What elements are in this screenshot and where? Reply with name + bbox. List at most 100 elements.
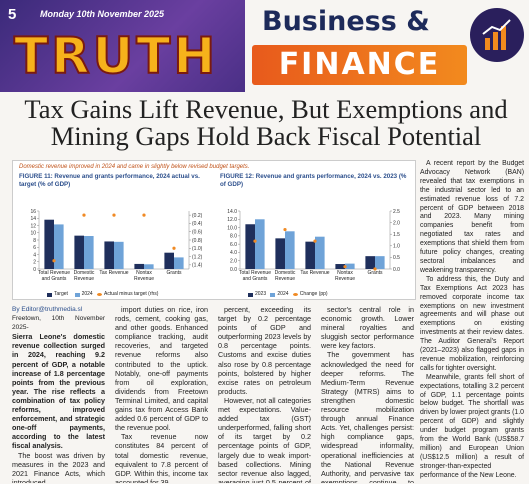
x-tick-label: Total Revenue and Grants bbox=[239, 270, 271, 282]
dot bbox=[373, 267, 377, 271]
y-tick-label: 2.0 bbox=[230, 259, 237, 265]
x-tick-label: Tax Revenue bbox=[99, 270, 129, 276]
y2-tick-label: (0.2) bbox=[192, 213, 203, 219]
bar bbox=[315, 236, 325, 269]
section-banner: FINANCE bbox=[252, 45, 467, 85]
paragraph: Meanwhile, grants fell short of expectat… bbox=[420, 373, 524, 479]
bar bbox=[255, 219, 265, 269]
y-tick-label: 12.0 bbox=[227, 217, 237, 223]
x-tick-label: Domestic Revenue bbox=[274, 270, 296, 282]
masthead-panel: 5 Monday 10th November 2025 TRUTH bbox=[0, 0, 245, 92]
dot bbox=[343, 265, 347, 269]
y-tick-label: 16 bbox=[30, 209, 36, 215]
chart: 0.0 2.0 4.0 6.0 8.0 10.0 12.0 14.0 0.0 0.5 1.0 1.5 2… bbox=[227, 209, 400, 273]
chart-panel: Domestic revenue improved in 2024 and ca… bbox=[12, 160, 416, 300]
text-column: A recent report by the Budget Advocacy N… bbox=[420, 160, 524, 483]
y2-tick-label: 0.5 bbox=[393, 255, 400, 261]
dot bbox=[313, 239, 317, 243]
y-tick-label: 2 bbox=[33, 260, 36, 266]
y-tick-label: 6 bbox=[33, 245, 36, 251]
text-column: percent, exceeding its target by 0.2 per… bbox=[218, 305, 311, 483]
date: Monday 10th November 2025 bbox=[40, 9, 165, 19]
page-number: 5 bbox=[8, 6, 17, 23]
bar bbox=[285, 231, 295, 269]
y-tick-label: 4 bbox=[33, 252, 36, 258]
paragraph: A recent report by the Budget Advocacy N… bbox=[420, 160, 524, 274]
y-tick-label: 10 bbox=[30, 231, 36, 237]
y2-tick-label: (1.2) bbox=[192, 254, 203, 260]
y2-tick-label: (0.8) bbox=[192, 238, 203, 244]
y2-tick-label: (1.0) bbox=[192, 246, 203, 252]
dot bbox=[52, 259, 56, 263]
paragraph: import duties on rice, iron rods, cement… bbox=[115, 305, 208, 433]
legend-label: 2023 bbox=[255, 291, 267, 297]
paragraph: Tax revenue now constitutes 84 percent o… bbox=[115, 432, 208, 483]
bar bbox=[144, 264, 154, 269]
paragraph: Freetown, 10th November 2025- bbox=[12, 315, 105, 332]
bar bbox=[345, 263, 355, 269]
paragraph: Sierra Leone's domestic revenue collecti… bbox=[12, 332, 105, 451]
figure: FIGURE 11: Revenue and grants performanc… bbox=[17, 173, 213, 299]
bar bbox=[104, 241, 114, 269]
legend-swatch bbox=[74, 293, 80, 297]
bar bbox=[164, 252, 174, 269]
text-column: import duties on rice, iron rods, cement… bbox=[115, 305, 208, 483]
legend-swatch bbox=[47, 293, 52, 297]
y-tick-label: 10.0 bbox=[227, 225, 237, 231]
bar bbox=[114, 241, 124, 269]
y-tick-label: 14 bbox=[30, 216, 36, 222]
figure: FIGURE 12: Revenue and grants performanc… bbox=[218, 173, 414, 299]
y-tick-label: 6.0 bbox=[230, 242, 237, 248]
y-tick-label: 0 bbox=[33, 267, 36, 273]
y2-tick-label: (0.6) bbox=[192, 230, 203, 236]
paragraph: To address this, the Duty and Tax Exempt… bbox=[420, 275, 524, 372]
y-tick-label: 0.0 bbox=[230, 267, 237, 273]
bar bbox=[74, 235, 84, 269]
bar bbox=[275, 238, 285, 269]
figure-title: FIGURE 11: Revenue and grants performanc… bbox=[19, 173, 200, 188]
x-tick-label: Nontax Revenue bbox=[334, 270, 355, 282]
text-column: sector's central role in economic growth… bbox=[321, 305, 414, 483]
x-tick-label: Nontax Revenue bbox=[133, 270, 154, 282]
bar bbox=[375, 256, 385, 269]
dot bbox=[82, 213, 86, 217]
legend-label: Change (pp) bbox=[299, 291, 328, 297]
section-title: FINANCE bbox=[278, 47, 441, 82]
dot bbox=[283, 227, 287, 232]
paragraph: By Editor@truthmedia.sl bbox=[12, 306, 83, 313]
chart-subtitle: Domestic revenue improved in 2024 and ca… bbox=[19, 164, 250, 170]
legend-swatch bbox=[270, 293, 276, 297]
bar bbox=[134, 263, 144, 269]
section-icon bbox=[470, 8, 524, 62]
dot bbox=[253, 239, 257, 243]
bar bbox=[335, 264, 345, 269]
x-tick-label: Grants bbox=[166, 270, 182, 276]
paragraph: However, not all categories met expectat… bbox=[218, 395, 311, 483]
paragraph: sector's central role in economic growth… bbox=[321, 305, 414, 351]
legend-label: Actual minus target (rhs) bbox=[104, 291, 159, 297]
paragraph: The boost was driven by measures in the … bbox=[12, 450, 105, 484]
y2-tick-label: (0.4) bbox=[192, 221, 203, 227]
legend-swatch bbox=[292, 293, 298, 296]
legend-swatch bbox=[97, 293, 102, 296]
paragraph: percent, exceeding its target by 0.2 per… bbox=[218, 305, 311, 396]
x-tick-label: Tax Revenue bbox=[300, 270, 330, 276]
y2-tick-label: 1.0 bbox=[393, 244, 400, 250]
legend-swatch bbox=[248, 293, 253, 297]
y-tick-label: 8.0 bbox=[230, 234, 237, 240]
dot bbox=[112, 213, 116, 217]
y2-tick-label: 0.0 bbox=[393, 267, 400, 273]
icon-graphic bbox=[482, 19, 511, 50]
dot bbox=[142, 213, 146, 217]
y-tick-label: 4.0 bbox=[230, 250, 237, 256]
text-column: By Editor@truthmedia.sl Freetown, 10th No… bbox=[12, 305, 105, 483]
y2-tick-label: (1.4) bbox=[192, 263, 203, 269]
legend-label: 2024 bbox=[277, 291, 289, 297]
headline: Tax Gains Lift Revenue, But Exemptions a… bbox=[24, 94, 508, 151]
x-tick-label: Domestic Revenue bbox=[73, 270, 95, 282]
bar bbox=[174, 257, 184, 269]
y2-tick-label: 1.5 bbox=[393, 232, 400, 238]
masthead: TRUTH bbox=[13, 26, 219, 86]
y2-tick-label: 2.0 bbox=[393, 220, 400, 226]
